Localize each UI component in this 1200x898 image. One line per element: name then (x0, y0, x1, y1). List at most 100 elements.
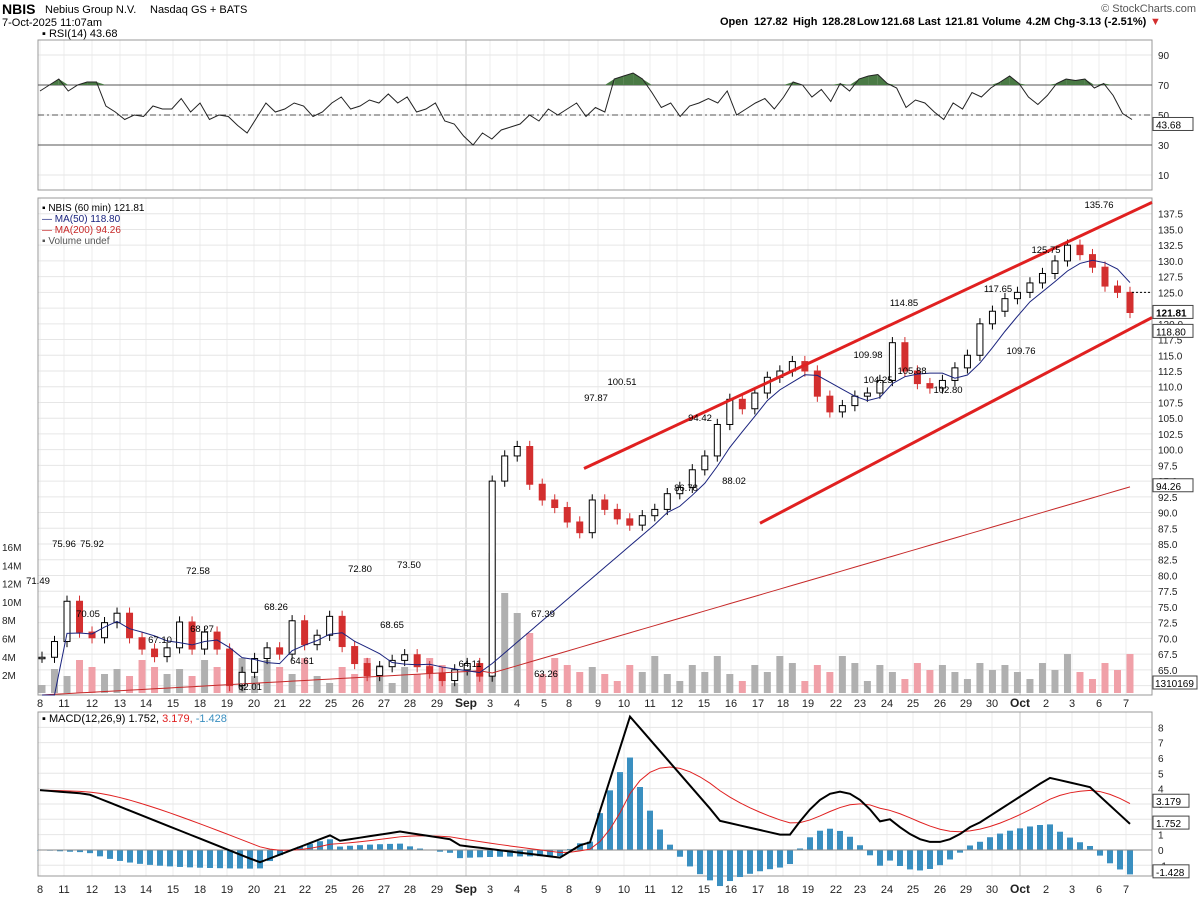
volume-bar (526, 633, 534, 693)
volume-bar (663, 674, 671, 693)
macd-histogram-bar (587, 841, 593, 850)
candle-body (301, 620, 309, 646)
exchange: Nasdaq GS + BATS (150, 4, 247, 16)
volume-bar (163, 674, 171, 693)
macd-histogram-bar (227, 849, 233, 869)
down-arrow-icon: ▼ (1150, 16, 1161, 28)
price-x-label: 3 (1069, 698, 1075, 710)
price-annotation: 104.25 (863, 375, 892, 386)
macd-histogram-bar (657, 829, 663, 850)
macd-value-tag-box (1152, 815, 1190, 830)
macd-legend-value: 1.752, (128, 713, 162, 725)
macd-x-label: 23 (854, 884, 866, 896)
rsi-y-tick-label: 10 (1158, 171, 1170, 182)
candle-body (688, 469, 696, 488)
candle-body (738, 398, 746, 410)
macd-x-label: 30 (986, 884, 998, 896)
price-annotation: 64.61 (290, 656, 314, 667)
price-annotation: 102.80 (933, 385, 962, 396)
macd-x-label: 22 (830, 884, 842, 896)
candle-body (551, 499, 559, 509)
rsi-y-tick-label: 30 (1158, 141, 1170, 152)
macd-x-label: 12 (86, 884, 98, 896)
price-annotation: 100.51 (607, 377, 636, 388)
macd-y-tick-label: 6 (1158, 754, 1164, 765)
volume-bar (176, 669, 184, 693)
company-name: Nebius Group N.V. (45, 4, 136, 16)
candle-body (113, 612, 121, 624)
volume-y-label: 14M (2, 561, 21, 572)
price-x-label: 5 (541, 698, 547, 710)
macd-histogram-bar (257, 849, 263, 869)
volume-bar (688, 665, 696, 693)
macd-histogram-bar (627, 757, 633, 850)
candle-body (401, 654, 409, 661)
macd-line (39, 714, 1131, 864)
price-y-tick-label: 102.5 (1158, 430, 1183, 441)
volume-bar (63, 676, 71, 693)
price-y-tick-label: 130.0 (1158, 257, 1183, 268)
volume-y-label: 16M (2, 543, 21, 554)
price-x-label: 15 (698, 698, 710, 710)
candle-body (1013, 291, 1021, 300)
candle-body (901, 342, 909, 372)
candle-body (51, 641, 59, 658)
price-x-label: 25 (325, 698, 337, 710)
volume-bar (751, 665, 759, 693)
candle-body (1038, 272, 1046, 284)
price-x-label: 22 (299, 698, 311, 710)
candle-body (313, 634, 321, 646)
price-x-label: 4 (514, 698, 520, 710)
price-frame (37, 197, 1153, 696)
macd-x-label: 5 (541, 884, 547, 896)
volume-bar (301, 658, 309, 693)
macd-histogram-bar (747, 849, 753, 874)
price-annotation: 67.39 (531, 609, 555, 620)
volume-bar (938, 665, 946, 693)
rsi-overbought-fill (623, 73, 634, 85)
candle-body (963, 354, 971, 369)
rsi-overbought-fill (1000, 76, 1010, 85)
price-annotation: 63.26 (534, 669, 558, 680)
volume-bar (388, 683, 396, 693)
volume-bar (838, 656, 846, 693)
volume-bar (1088, 679, 1096, 693)
price-annotation: 68.26 (264, 602, 288, 613)
candle-body (176, 621, 184, 649)
price-annotation: 72.80 (348, 564, 372, 575)
volume-bar (788, 663, 796, 693)
macd-histogram-bar (67, 849, 73, 852)
macd-histogram-bar (147, 849, 153, 865)
macd-histogram-bar (407, 846, 413, 850)
price-y-tick-label: 90.0 (1158, 509, 1178, 520)
macd-histogram-bar (107, 849, 113, 859)
volume-bar (1076, 672, 1084, 693)
price-y-tick-label: 87.5 (1158, 524, 1178, 535)
macd-histogram-bar (687, 849, 693, 867)
macd-x-label: 16 (725, 884, 737, 896)
chg-label: Chg (1054, 16, 1075, 28)
macd-histogram-bar (237, 849, 243, 869)
macd-histogram-bar (647, 810, 653, 850)
price-x-label: 30 (986, 698, 998, 710)
macd-histogram-bar (277, 849, 283, 856)
signal-value-tag: 3.179 (1156, 797, 1181, 808)
price-y-tick-label: 75.0 (1158, 603, 1178, 614)
volume-y-label: 4M (2, 653, 16, 664)
price-annotation: 97.87 (584, 393, 608, 404)
macd-histogram-bar (667, 844, 673, 850)
price-annotation: 64.11 (458, 659, 481, 670)
macd-x-label: 19 (221, 884, 233, 896)
candle-body (1051, 260, 1059, 274)
macd-histogram-bar (297, 846, 303, 850)
macd-x-label: 2 (1043, 884, 1049, 896)
macd-x-label: 18 (777, 884, 789, 896)
macd-histogram-bar (467, 849, 473, 858)
macd-histogram-bar (457, 849, 463, 859)
macd-histogram-bar (547, 849, 553, 857)
candle-body (713, 423, 721, 457)
candle-body (363, 663, 371, 676)
macd-x-label: 26 (352, 884, 364, 896)
volume-bar (513, 613, 521, 693)
price-y-tick-label: 100.0 (1158, 446, 1183, 457)
